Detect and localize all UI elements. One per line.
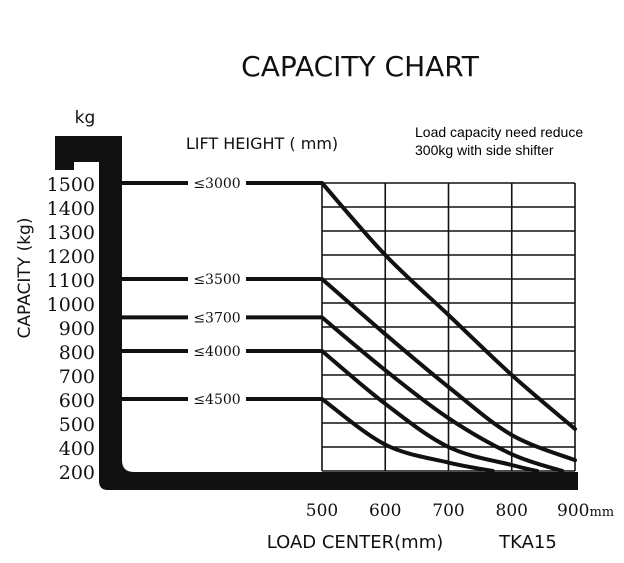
series-label: ≤3000 [193,176,240,192]
y-tick-label: 1100 [47,270,95,292]
y-tick-label: 700 [59,366,95,388]
series-label: ≤4000 [193,344,240,360]
x-tick-label: 600 [369,501,401,521]
y-tick-label: 500 [59,414,95,436]
chart-title: CAPACITY CHART [241,50,480,83]
series-lines: ≤3000 ≤3500 ≤3700 ≤4000 ≤4500 [120,176,577,473]
y-tick-label: 200 [59,462,95,484]
x-tick-label: 500 [306,501,338,521]
fork-shape [55,136,578,490]
y-tick-label: 600 [59,390,95,412]
y-tick-label: 800 [59,342,95,364]
side-shifter-note: Load capacity need reduce 300kg with side… [415,124,583,158]
series-label: ≤4500 [193,392,240,408]
y-tick-label: 1200 [47,246,95,268]
x-tick-label: 800 [496,501,528,521]
series-line [320,315,565,473]
series-line [320,397,495,473]
y-tick-label: 400 [59,438,95,460]
series-line [320,181,577,431]
model-label: TKA15 [498,532,557,553]
lift-height-label: LIFT HEIGHT ( mm) [186,134,338,153]
x-tick-label: 900mm [557,501,614,521]
series-line [320,349,540,473]
y-tick-label: 1300 [47,222,95,244]
y-tick-label: 900 [59,318,95,340]
series-line [320,277,577,463]
y-axis-label: CAPACITY (kg) [15,218,35,339]
series-label: ≤3700 [193,310,240,326]
y-tick-label: 1000 [47,294,95,316]
y-tick-labels: 2004005006007008009001000110012001300140… [47,174,95,484]
x-axis-label: LOAD CENTER(mm) [267,532,444,553]
x-tick-labels: 500 600 700 800 900mm [306,501,614,521]
y-unit-label: kg [75,108,96,128]
x-tick-label: 700 [432,501,464,521]
y-tick-label: 1400 [47,198,95,220]
series-label: ≤3500 [193,272,240,288]
y-tick-label: 1500 [47,174,95,196]
